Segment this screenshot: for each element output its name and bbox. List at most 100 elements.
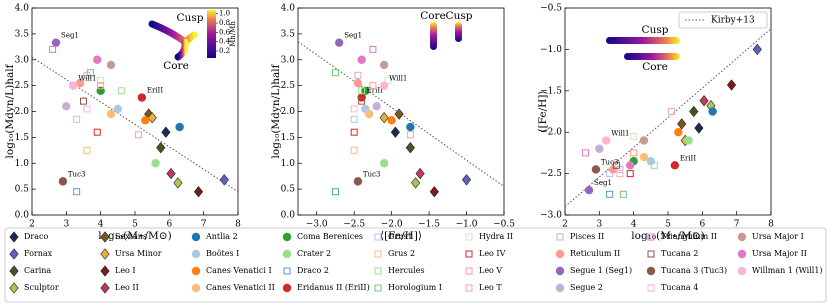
inset-label: Cusp <box>642 24 669 36</box>
legend-label: Antlia 2 <box>205 232 238 241</box>
legend-marker <box>647 233 655 241</box>
point <box>357 55 366 64</box>
point <box>173 177 183 189</box>
point <box>350 105 358 113</box>
inset-label: Cusp <box>177 12 204 24</box>
point <box>97 82 105 90</box>
point <box>93 55 102 64</box>
x-tick-label: 3 <box>63 220 69 230</box>
legend-marker <box>647 250 655 258</box>
point <box>73 188 81 196</box>
point <box>219 174 229 186</box>
legend-marker <box>374 233 382 241</box>
x-tick-label: 8 <box>768 220 774 230</box>
colorbar-tick-label: 1.0 <box>219 10 230 18</box>
legend-marker <box>100 231 110 243</box>
y-tick-label: −1.0 <box>540 45 562 55</box>
legend-marker <box>555 266 565 276</box>
y-tick-label: 2.5 <box>15 81 30 91</box>
x-tick-label: 2 <box>29 220 35 230</box>
point <box>161 126 171 138</box>
point <box>584 185 594 195</box>
point <box>595 144 604 153</box>
point-label: Seg1 <box>61 32 79 40</box>
legend-label: Sculptor <box>24 283 59 292</box>
legend-label: Draco 2 <box>297 266 329 275</box>
legend-label: Leo T <box>479 283 502 292</box>
point-label: Seg1 <box>344 32 362 40</box>
legend-label: Leo I <box>115 266 136 275</box>
point <box>694 122 704 134</box>
colorbar-label: Ṁh/Ṁh <box>228 21 237 47</box>
legend-label: Draco <box>24 232 48 241</box>
point <box>639 152 649 162</box>
point <box>639 136 649 145</box>
legend-marker <box>737 249 747 259</box>
x-tick-label: −3.0 <box>306 220 328 230</box>
x-tick-label: 8 <box>235 220 241 230</box>
point <box>726 79 737 91</box>
legend-marker <box>556 233 564 241</box>
point <box>461 174 472 186</box>
point <box>353 78 363 88</box>
legend-marker <box>465 267 473 275</box>
legend-marker <box>465 284 473 292</box>
point <box>613 161 620 169</box>
y-tick-label: −0.5 <box>540 4 562 14</box>
point <box>357 93 366 102</box>
y-tick-label: 1.0 <box>15 159 30 169</box>
point <box>699 95 709 107</box>
legend-marker <box>191 232 201 242</box>
colorbar-tick-label: 0.4 <box>219 38 231 46</box>
legend-marker <box>191 283 201 293</box>
y-tick-label: 2.0 <box>281 107 296 117</box>
point <box>58 177 68 186</box>
point <box>62 102 71 111</box>
y-tick-label: 1.5 <box>15 133 30 143</box>
y-tick-label: −2.0 <box>540 128 562 138</box>
point-label: Will1 <box>611 129 629 137</box>
legend-marker <box>282 283 292 293</box>
point <box>670 161 680 170</box>
point <box>415 167 425 180</box>
y-tick-label: 0.0 <box>281 211 296 221</box>
point <box>73 115 81 123</box>
point <box>379 112 389 124</box>
x-axis-label: log₁₀(M⋆/M⊙) <box>631 230 704 242</box>
point <box>106 60 116 70</box>
colorbar-tick-label: 0.8 <box>219 19 230 27</box>
point <box>394 108 404 120</box>
legend-label: Sextans <box>115 232 147 241</box>
y-tick-label: 3.5 <box>15 29 30 39</box>
point <box>406 122 415 132</box>
point <box>49 45 57 53</box>
inset-label: Core <box>420 10 446 22</box>
y-axis-label: ⟨[Fe/H]⟩ <box>537 90 549 132</box>
legend-marker <box>737 232 747 242</box>
x-tick-label: 4 <box>631 220 637 230</box>
legend-label: Ursa Major I <box>752 232 804 241</box>
point <box>684 136 693 145</box>
point <box>335 38 344 47</box>
point <box>406 131 414 139</box>
y-tick-label: 2.5 <box>281 81 296 91</box>
point <box>106 109 116 119</box>
point <box>616 170 624 178</box>
legend-label: Hercules <box>388 266 425 275</box>
legend-marker <box>191 266 201 276</box>
legend-label: Fornax <box>24 249 53 258</box>
legend-marker <box>465 233 473 241</box>
point <box>193 186 204 198</box>
y-tick-label: 3.0 <box>281 55 296 65</box>
point <box>369 82 377 90</box>
legend-marker <box>100 282 110 294</box>
point <box>405 142 415 154</box>
point <box>379 159 389 168</box>
point-label: EriII <box>147 87 163 95</box>
legend-label: Leo II <box>115 283 139 292</box>
legend-label: Horologium I <box>388 283 442 292</box>
point-label: EriII <box>680 154 696 162</box>
x-tick-label: 7 <box>734 220 740 230</box>
